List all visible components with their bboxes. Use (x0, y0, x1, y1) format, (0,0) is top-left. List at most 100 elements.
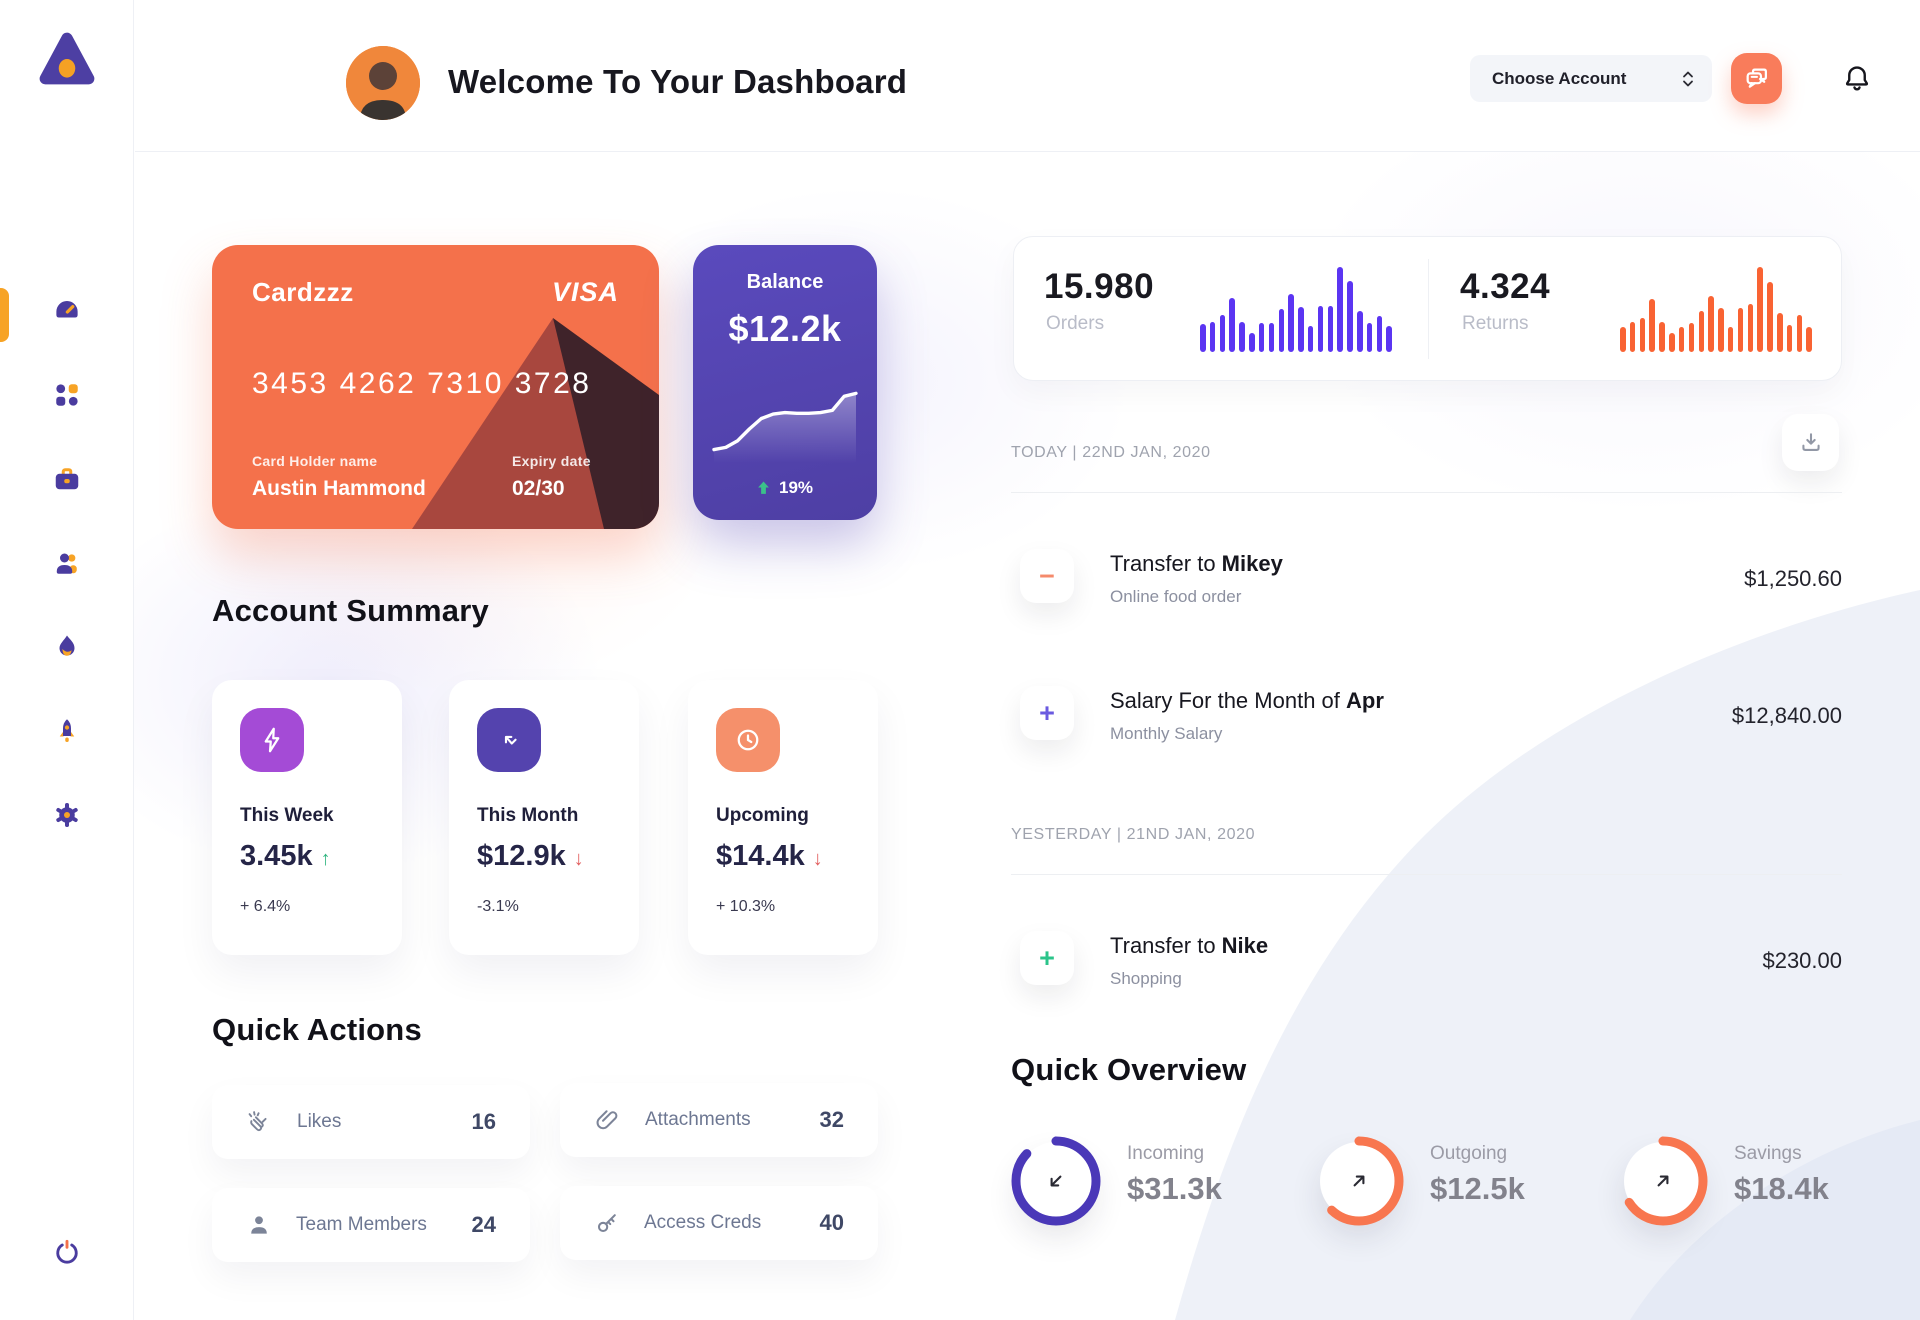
quick-action-label: Attachments (645, 1109, 751, 1130)
summary-value: 3.45k (240, 840, 313, 872)
quick-action-access-creds[interactable]: Access Creds 40 (560, 1186, 878, 1260)
transaction-title: Transfer to Mikey (1110, 551, 1283, 576)
overview-value: $18.4k (1734, 1171, 1829, 1206)
sidebar-item-launch[interactable] (50, 716, 84, 746)
notifications-button[interactable] (1842, 63, 1872, 93)
transaction-amount: $230.00 (1762, 948, 1842, 973)
download-icon (1801, 432, 1820, 451)
app-logo[interactable] (0, 28, 134, 90)
transaction-title: Transfer to Nike (1110, 933, 1269, 958)
header: Welcome To Your Dashboard Choose Account (135, 0, 1920, 152)
quick-action-count: 24 (471, 1212, 496, 1237)
power-icon (56, 1239, 78, 1264)
overview-savings: Savings $18.4k (1617, 1133, 1917, 1233)
account-selector[interactable]: Choose Account (1470, 55, 1712, 102)
transaction-amount: $12,840.00 (1731, 703, 1842, 728)
card-holder-label: Card Holder name (252, 453, 378, 469)
quick-action-team-members[interactable]: Team Members 24 (212, 1188, 530, 1262)
triangle-logo-icon (39, 32, 95, 85)
rocket-icon (59, 719, 75, 742)
avatar-image (346, 46, 420, 120)
incoming-ring-gauge (1010, 1135, 1102, 1227)
sidebar-item-settings[interactable] (50, 800, 84, 830)
download-statement-button[interactable] (1782, 414, 1839, 471)
logout-button[interactable] (0, 1238, 134, 1268)
quick-action-label: Team Members (296, 1214, 427, 1235)
arrow-up-right-icon (1353, 1175, 1365, 1187)
sidebar-item-work[interactable] (50, 464, 84, 494)
returns-label: Returns (1462, 313, 1529, 334)
quick-overview-heading: Quick Overview (1011, 1052, 1247, 1087)
arrow-up-left-icon (477, 708, 541, 772)
quick-actions-heading: Quick Actions (212, 1012, 422, 1047)
card-expiry-value: 02/30 (512, 477, 565, 500)
overview-label: Savings (1734, 1143, 1802, 1164)
overview-label: Incoming (1127, 1143, 1205, 1164)
trend-down-icon: ↓ (812, 848, 823, 870)
summary-change: + 6.4% (240, 898, 291, 915)
key-icon (597, 1214, 616, 1233)
transaction-row[interactable]: − Transfer to Mikey Online food order $1… (1011, 543, 1842, 615)
summary-value: $12.9k (477, 840, 566, 872)
summary-card-this-week[interactable]: This Week 3.45k ↑ + 6.4% (212, 680, 402, 955)
account-selector-label: Choose Account (1492, 68, 1627, 88)
trend-up-icon: ↑ (320, 848, 331, 870)
orders-bar-chart (1200, 267, 1392, 352)
returns-value: 4.324 (1460, 267, 1551, 306)
summary-card-this-month[interactable]: This Month $12.9k ↓ -3.1% (449, 680, 639, 955)
bell-icon (1845, 66, 1869, 91)
flame-icon (59, 635, 75, 656)
clap-icon (248, 1110, 267, 1131)
summary-label: This Month (477, 805, 579, 826)
messages-button[interactable] (1731, 53, 1782, 104)
transactions-date-yesterday: YESTERDAY | 21ND JAN, 2020 (1011, 826, 1256, 843)
sidebar-item-team[interactable] (50, 548, 84, 578)
balance-change-row: 19% (693, 478, 877, 498)
quick-action-count: 40 (819, 1210, 844, 1235)
summary-change: + 10.3% (716, 898, 776, 915)
user-avatar[interactable] (346, 46, 420, 120)
outgoing-ring-gauge (1313, 1135, 1405, 1227)
quick-action-count: 32 (819, 1107, 844, 1132)
card-expiry-label: Expiry date (512, 453, 591, 469)
sidebar-item-dashboard[interactable] (50, 296, 84, 326)
overview-value: $12.5k (1430, 1171, 1525, 1206)
transaction-subtitle: Monthly Salary (1110, 724, 1223, 743)
person-icon (251, 1216, 267, 1234)
credit-card[interactable]: Cardzzz VISA 3453 4262 7310 3728 Card Ho… (212, 245, 659, 529)
apps-grid-icon (56, 384, 78, 406)
balance-sparkline-chart (712, 391, 858, 463)
sidebar-active-indicator (0, 288, 9, 342)
sidebar-item-apps[interactable] (50, 380, 84, 410)
sidebar-nav (0, 296, 134, 830)
summary-label: Upcoming (716, 805, 809, 826)
users-icon (56, 553, 77, 574)
card-holder-name: Austin Hammond (252, 477, 426, 500)
overview-outgoing: Outgoing $12.5k (1313, 1133, 1613, 1233)
plus-icon: + (1020, 686, 1074, 740)
quick-action-likes[interactable]: Likes 16 (212, 1085, 530, 1159)
balance-card[interactable]: Balance $12.2k 19% (693, 245, 877, 520)
arrow-up-icon (758, 481, 769, 494)
balance-change-value: 19% (778, 478, 814, 497)
transaction-subtitle: Online food order (1110, 587, 1242, 606)
page-title: Welcome To Your Dashboard (448, 63, 908, 100)
transactions-date-today: TODAY | 22ND JAN, 2020 (1011, 444, 1211, 461)
stats-divider (1428, 259, 1429, 359)
summary-card-upcoming[interactable]: Upcoming $14.4k ↓ + 10.3% (688, 680, 878, 955)
orders-label: Orders (1046, 313, 1105, 334)
quick-action-label: Likes (297, 1111, 342, 1132)
quick-action-attachments[interactable]: Attachments 32 (560, 1083, 878, 1157)
arrow-up-right-icon (1657, 1175, 1669, 1187)
transaction-row[interactable]: + Transfer to Nike Shopping $230.00 (1011, 925, 1842, 997)
sidebar-item-activity[interactable] (50, 632, 84, 662)
transactions-divider (1011, 874, 1842, 875)
visa-logo: VISA (551, 277, 619, 307)
speedometer-icon (56, 301, 78, 318)
transaction-subtitle: Shopping (1110, 969, 1182, 988)
balance-label: Balance (746, 271, 824, 293)
transaction-row[interactable]: + Salary For the Month of Apr Monthly Sa… (1011, 680, 1842, 752)
quick-action-label: Access Creds (644, 1212, 762, 1233)
savings-ring-gauge (1617, 1135, 1709, 1227)
